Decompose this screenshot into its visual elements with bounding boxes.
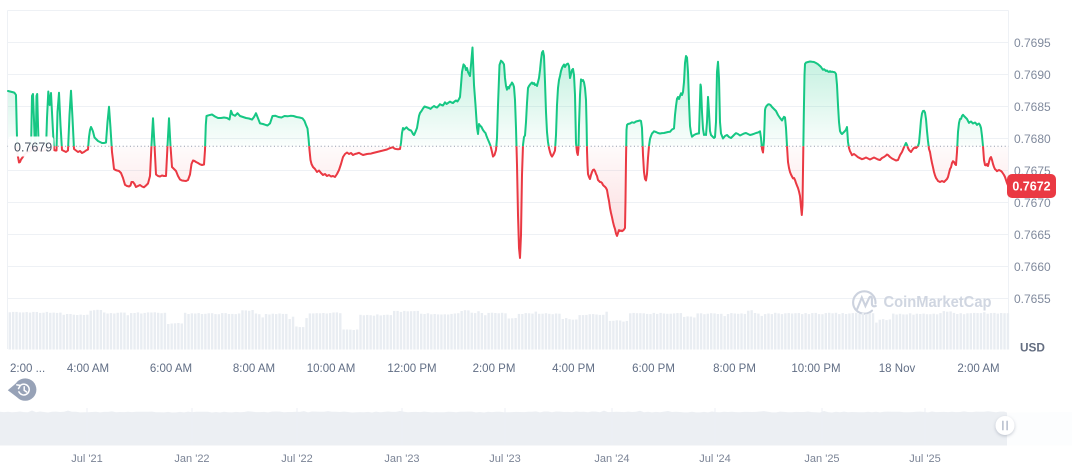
svg-text:10:00 PM: 10:00 PM <box>791 363 840 375</box>
svg-text:0.7680: 0.7680 <box>1014 132 1051 146</box>
svg-text:USD: USD <box>1020 341 1045 355</box>
svg-text:2:00 AM: 2:00 AM <box>957 363 999 375</box>
svg-text:0.7695: 0.7695 <box>1014 36 1051 50</box>
svg-text:Jan '25: Jan '25 <box>804 453 839 465</box>
svg-text:2:00 PM: 2:00 PM <box>473 363 516 375</box>
svg-text:0.7670: 0.7670 <box>1014 196 1051 210</box>
svg-text:4:00 AM: 4:00 AM <box>67 363 109 375</box>
svg-text:6:00 AM: 6:00 AM <box>150 363 192 375</box>
svg-text:18 Nov: 18 Nov <box>879 363 916 375</box>
svg-text:Jul '23: Jul '23 <box>489 453 520 465</box>
svg-text:0.7685: 0.7685 <box>1014 100 1051 114</box>
svg-text:Jul '25: Jul '25 <box>909 453 940 465</box>
svg-text:Jan '22: Jan '22 <box>174 453 209 465</box>
svg-text:2:00 ...: 2:00 ... <box>10 363 45 375</box>
svg-text:0.7665: 0.7665 <box>1014 228 1051 242</box>
svg-text:Jul '22: Jul '22 <box>281 453 312 465</box>
svg-text:8:00 PM: 8:00 PM <box>713 363 756 375</box>
svg-text:CoinMarketCap: CoinMarketCap <box>884 294 992 311</box>
svg-text:6:00 PM: 6:00 PM <box>632 363 675 375</box>
svg-text:0.7690: 0.7690 <box>1014 68 1051 82</box>
svg-text:Jul '24: Jul '24 <box>699 453 730 465</box>
svg-text:0.7660: 0.7660 <box>1014 260 1051 274</box>
svg-text:10:00 AM: 10:00 AM <box>307 363 356 375</box>
svg-text:0.7679: 0.7679 <box>14 140 52 154</box>
svg-text:Jan '24: Jan '24 <box>594 453 629 465</box>
svg-text:4:00 PM: 4:00 PM <box>552 363 595 375</box>
svg-text:8:00 AM: 8:00 AM <box>233 363 275 375</box>
svg-text:Jan '23: Jan '23 <box>384 453 419 465</box>
svg-text:Jul '21: Jul '21 <box>71 453 102 465</box>
svg-text:12:00 PM: 12:00 PM <box>387 363 436 375</box>
svg-text:0.7672: 0.7672 <box>1012 180 1050 194</box>
svg-text:0.7655: 0.7655 <box>1014 292 1051 306</box>
